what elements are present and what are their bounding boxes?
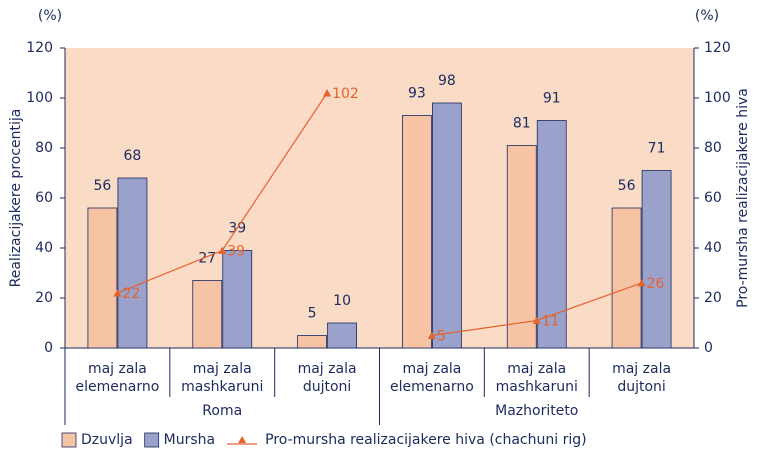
bar-value-label: 91 xyxy=(543,91,561,107)
bar-value-label: 68 xyxy=(124,148,142,164)
line-marker xyxy=(427,331,436,339)
x-tick-label: elemenarno xyxy=(76,379,160,395)
legend-swatch xyxy=(61,432,77,448)
line-marker xyxy=(323,89,332,97)
y-tick-label: 60 xyxy=(35,190,53,206)
bar xyxy=(432,102,462,349)
legend-swatch xyxy=(144,432,160,448)
bar xyxy=(192,280,223,349)
x-tick-label: maj zala xyxy=(88,361,147,377)
x-tick-label: maj zala xyxy=(298,361,357,377)
y2-tick-label: 80 xyxy=(704,140,722,156)
y-tick-label: 40 xyxy=(35,240,53,256)
line-marker xyxy=(637,279,646,287)
x-tick-label: elemenarno xyxy=(390,379,474,395)
y-tick-label: 80 xyxy=(35,140,53,156)
y2-tick-label: 60 xyxy=(704,190,722,206)
y-tick-label: 20 xyxy=(35,290,53,306)
bar-value-label: 56 xyxy=(94,178,112,194)
y-tick-label: 0 xyxy=(44,340,53,356)
bar-value-label: 71 xyxy=(648,141,666,157)
y2-axis-label: Pro-mursha realizacijakere hiva xyxy=(735,88,751,308)
y2-tick-label: 100 xyxy=(704,90,731,106)
bar-value-label: 93 xyxy=(408,86,426,102)
x-tick-label: maj zala xyxy=(193,361,252,377)
legend-marker xyxy=(238,436,247,443)
plot-area xyxy=(65,48,694,348)
x-tick-label: dujtoni xyxy=(303,379,351,395)
bar-value-label: 5 xyxy=(308,306,317,322)
bar xyxy=(222,250,253,349)
bar xyxy=(641,170,672,349)
bar-value-label: 10 xyxy=(333,293,351,309)
line-marker xyxy=(532,316,541,324)
x-tick-label: maj zala xyxy=(612,361,671,377)
legend-label: Pro-mursha realizacijakere hiva (chachun… xyxy=(265,432,586,448)
bar xyxy=(327,322,357,349)
x-tick-label: maj zala xyxy=(402,361,461,377)
y-tick-label: 100 xyxy=(26,90,53,106)
x-tick-label: maj zala xyxy=(507,361,566,377)
bar-value-label: 81 xyxy=(513,116,531,132)
y-tick-label: 120 xyxy=(26,40,53,56)
bar xyxy=(611,207,642,349)
line-value-label: 22 xyxy=(122,286,140,302)
y-axis-label: Realizacijakere procentija xyxy=(8,109,24,288)
legend-label: Dzuvlja xyxy=(81,432,133,448)
line-value-label: 39 xyxy=(227,244,245,260)
bar xyxy=(506,145,537,349)
x-tick-label: mashkaruni xyxy=(181,379,263,395)
bar xyxy=(297,335,327,349)
line-value-label: 26 xyxy=(647,276,665,292)
group-label: Mazhoriteto xyxy=(495,403,578,419)
bar-value-label: 56 xyxy=(618,178,636,194)
y2-tick-label: 120 xyxy=(704,40,731,56)
line-value-label: 11 xyxy=(542,314,560,330)
y2-unit: (%) xyxy=(695,8,719,24)
legend-label: Mursha xyxy=(164,432,215,448)
group-label: Roma xyxy=(202,403,242,419)
bar xyxy=(536,120,567,349)
bar xyxy=(117,177,148,349)
x-tick-label: mashkaruni xyxy=(496,379,578,395)
line-value-label: 102 xyxy=(332,86,359,102)
x-tick-label: dujtoni xyxy=(617,379,665,395)
y2-tick-label: 0 xyxy=(704,340,713,356)
line-value-label: 5 xyxy=(437,329,446,345)
bar xyxy=(87,207,118,349)
y2-tick-label: 20 xyxy=(704,290,722,306)
bar-value-label: 98 xyxy=(438,73,456,89)
line-marker xyxy=(218,246,227,254)
line-marker xyxy=(113,289,122,297)
y-unit: (%) xyxy=(38,8,62,24)
bar xyxy=(402,115,432,349)
y2-tick-label: 40 xyxy=(704,240,722,256)
